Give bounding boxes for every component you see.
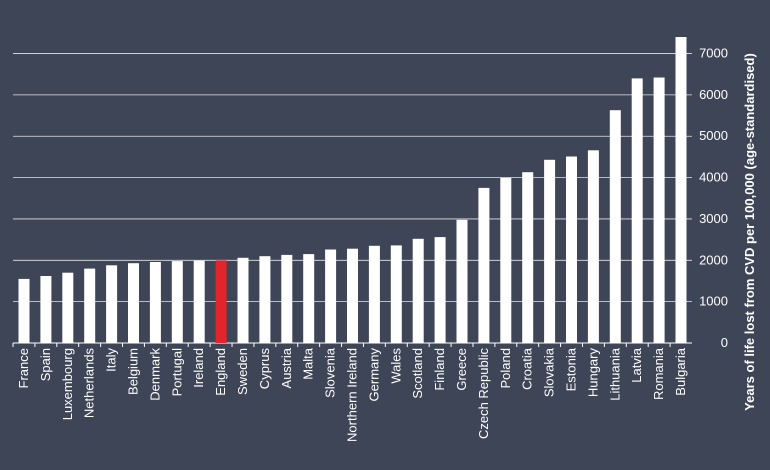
category-label: Czech Republic <box>476 348 491 440</box>
y-tick-label: 3000 <box>699 211 728 226</box>
category-label: Lithuania <box>607 347 622 401</box>
bar <box>193 260 205 343</box>
category-label: Croatia <box>520 347 535 390</box>
bar <box>522 172 534 343</box>
category-label: Denmark <box>147 348 162 401</box>
bar <box>128 263 139 343</box>
category-label: Hungary <box>585 348 600 398</box>
bar <box>259 256 271 343</box>
category-label: Greece <box>454 348 469 391</box>
bar <box>566 156 577 343</box>
category-label: Netherlands <box>82 348 97 419</box>
bar-highlighted <box>215 260 227 343</box>
category-label: Ireland <box>191 348 206 388</box>
category-label: Austria <box>279 347 294 388</box>
category-label: Poland <box>498 348 513 388</box>
category-label: Northern Ireland <box>345 348 360 442</box>
bar <box>434 237 446 343</box>
bar <box>390 245 402 343</box>
category-label: Spain <box>38 348 53 381</box>
bar <box>18 278 30 343</box>
y-tick-label: 6000 <box>699 87 728 102</box>
bar <box>412 238 424 343</box>
bar <box>631 78 643 344</box>
category-label: Slovenia <box>323 347 338 398</box>
y-tick-label: 0 <box>721 335 728 350</box>
bar <box>84 268 96 343</box>
bar <box>281 254 293 343</box>
bar <box>609 110 621 343</box>
y-axis-title: Years of life lost from CVD per 100,000 … <box>742 53 757 411</box>
bar <box>325 249 337 343</box>
category-label: Portugal <box>169 348 184 397</box>
bar <box>62 272 74 343</box>
bar <box>347 248 358 343</box>
category-label: Latvia <box>629 347 644 382</box>
bar <box>40 276 52 343</box>
category-label: Estonia <box>564 347 579 391</box>
category-label: Sweden <box>235 348 250 395</box>
bar <box>544 159 556 343</box>
bar <box>675 37 687 343</box>
bar <box>106 265 118 343</box>
bar <box>303 254 315 343</box>
y-tick-label: 7000 <box>699 46 728 61</box>
category-label: Romania <box>651 347 666 400</box>
category-label: Slovakia <box>542 347 557 397</box>
bar <box>500 177 512 343</box>
bar <box>478 187 490 343</box>
category-label: England <box>213 348 228 396</box>
bar <box>587 150 599 343</box>
category-label: Bulgaria <box>673 347 688 395</box>
category-label: Italy <box>104 348 119 372</box>
category-label: Finland <box>432 348 447 391</box>
bar <box>456 219 468 343</box>
y-tick-label: 4000 <box>699 170 728 185</box>
bar <box>171 261 183 343</box>
y-tick-label: 5000 <box>699 128 728 143</box>
bar <box>149 262 161 343</box>
category-label: Belgium <box>126 348 141 395</box>
y-tick-label: 1000 <box>699 294 728 309</box>
category-label: Germany <box>366 348 381 402</box>
bar <box>653 77 665 343</box>
bar <box>237 257 249 343</box>
bar <box>368 245 380 343</box>
category-label: France <box>16 348 31 388</box>
category-label: Wales <box>388 348 403 384</box>
category-label: Cyprus <box>257 348 272 390</box>
category-label: Luxembourg <box>60 348 75 420</box>
category-label: Malta <box>301 347 316 380</box>
y-tick-label: 2000 <box>699 252 728 267</box>
category-label: Scotland <box>410 348 425 399</box>
